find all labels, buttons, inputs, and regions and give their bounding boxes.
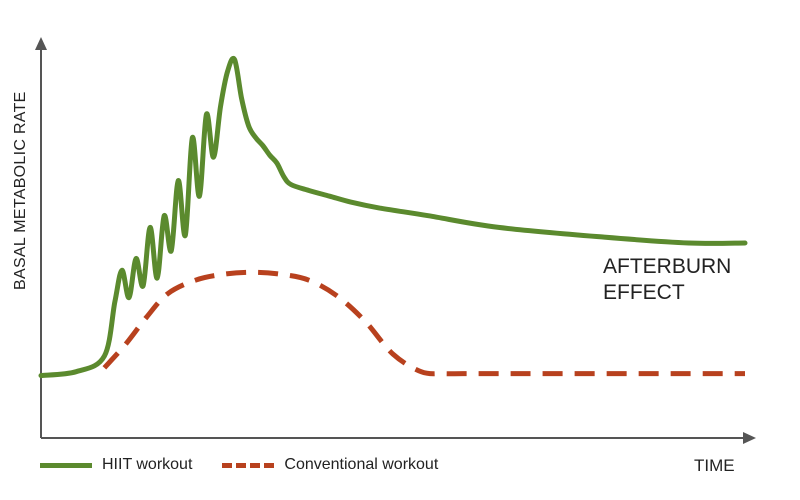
legend-item-hiit: HIIT workout (40, 456, 192, 474)
y-axis-label: BASAL METABOLIC RATE (12, 91, 29, 290)
y-axis (35, 37, 47, 438)
legend-swatch-solid (40, 462, 92, 468)
legend: HIIT workout Conventional workout (40, 456, 468, 474)
x-axis (41, 432, 756, 444)
legend-label-conventional: Conventional workout (284, 456, 439, 473)
series-line-conventional-workout (102, 269, 745, 377)
series-layer (38, 56, 748, 379)
x-axis-label: TIME (694, 456, 735, 475)
annotation-line-2: EFFECT (603, 281, 685, 304)
legend-label-hiit: HIIT workout (102, 456, 193, 473)
legend-swatch-dashed (222, 462, 275, 468)
annotation-line-1: AFTERBURN (603, 255, 732, 278)
series-line-hiit-workout (38, 56, 748, 379)
afterburn-annotation: AFTERBURN EFFECT (603, 254, 773, 306)
legend-item-conventional: Conventional workout (222, 456, 438, 474)
